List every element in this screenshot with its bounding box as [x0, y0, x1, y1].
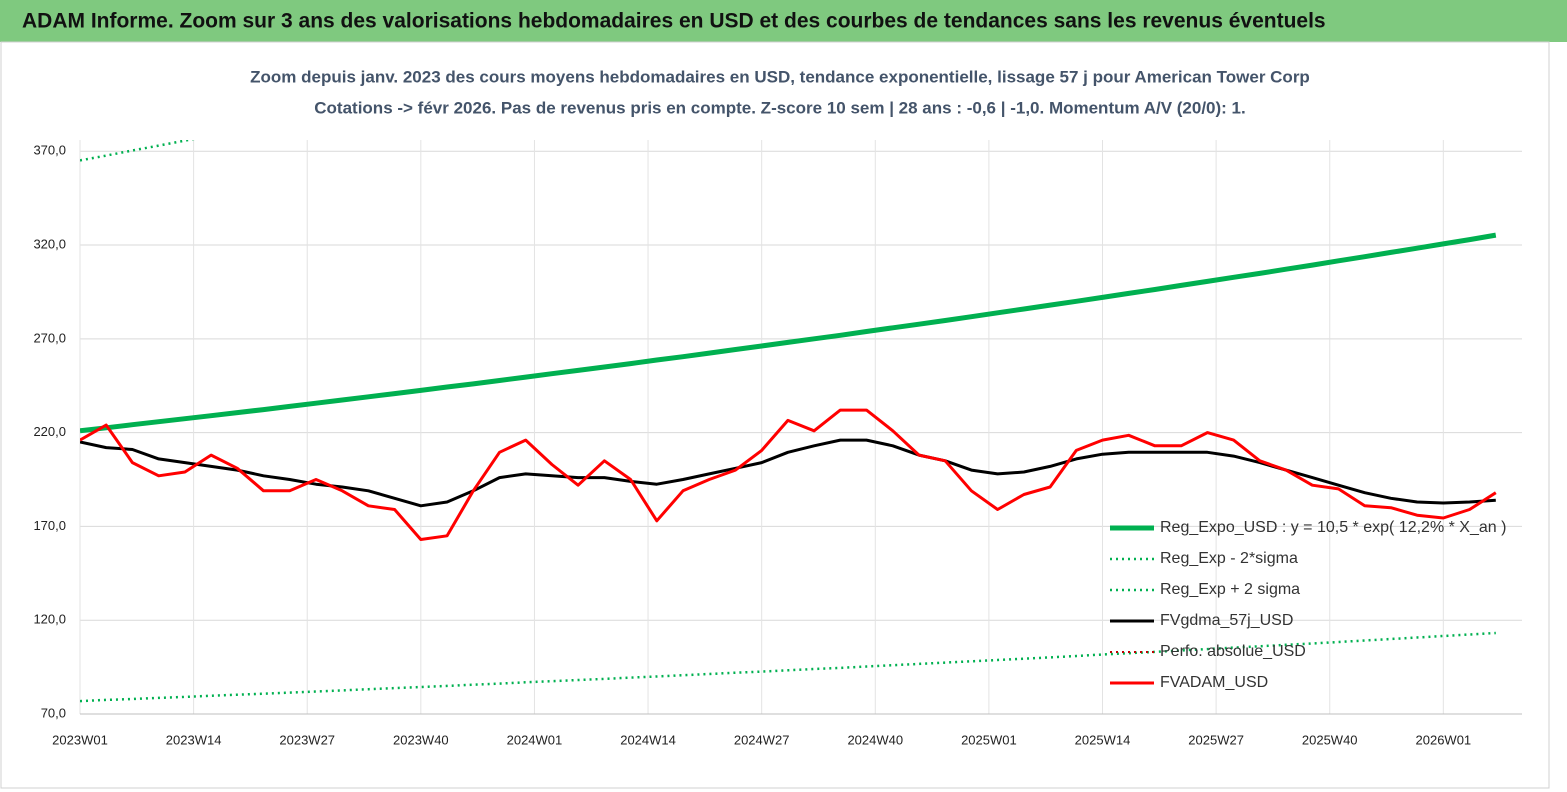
y-tick-label: 320,0	[33, 236, 66, 251]
chart-subtitle: Zoom depuis janv. 2023 des cours moyens …	[250, 67, 1310, 86]
y-tick-label: 70,0	[41, 705, 66, 720]
y-tick-label: 370,0	[33, 143, 66, 158]
y-tick-label: 220,0	[33, 424, 66, 439]
legend-label: FVADAM_USD	[1160, 674, 1268, 691]
x-tick-label: 2024W01	[507, 732, 563, 747]
plot-area	[80, 140, 1497, 703]
x-tick-label: 2025W40	[1302, 732, 1358, 747]
header-bar	[0, 0, 1567, 42]
y-tick-label: 120,0	[33, 612, 66, 627]
x-tick-label: 2024W27	[734, 732, 790, 747]
x-tick-label: 2023W14	[166, 732, 222, 747]
y-tick-label: 170,0	[33, 518, 66, 533]
x-tick-label: 2025W14	[1075, 732, 1131, 747]
x-tick-label: 2023W40	[393, 732, 449, 747]
legend-label: FVgdma_57j_USD	[1160, 612, 1293, 629]
legend: Reg_Expo_USD : y = 10,5 * exp( 12,2% * X…	[1110, 519, 1506, 691]
legend-label: Reg_Exp + 2 sigma	[1160, 581, 1300, 598]
x-tick-label: 2023W01	[52, 732, 108, 747]
chart-title: ADAM Informe. Zoom sur 3 ans des valoris…	[22, 10, 1326, 33]
legend-label: Reg_Exp - 2*sigma	[1160, 550, 1298, 567]
chart-border	[0, 41, 1550, 789]
y-tick-label: 270,0	[33, 330, 66, 345]
chart-subtitle: Cotations -> févr 2026. Pas de revenus p…	[314, 98, 1245, 117]
x-tick-label: 2025W27	[1188, 732, 1244, 747]
series-line	[80, 631, 1496, 703]
legend-label: Perfo. absolue_USD	[1160, 643, 1306, 660]
x-tick-label: 2024W40	[847, 732, 903, 747]
x-tick-label: 2024W14	[620, 732, 676, 747]
series-line	[80, 438, 1496, 508]
series-line	[80, 232, 1497, 434]
x-tick-label: 2026W01	[1416, 732, 1472, 747]
legend-label: Reg_Expo_USD : y = 10,5 * exp( 12,2% * X…	[1160, 519, 1506, 536]
series-line	[80, 408, 1497, 541]
x-tick-label: 2023W27	[279, 732, 335, 747]
x-tick-label: 2025W01	[961, 732, 1017, 747]
